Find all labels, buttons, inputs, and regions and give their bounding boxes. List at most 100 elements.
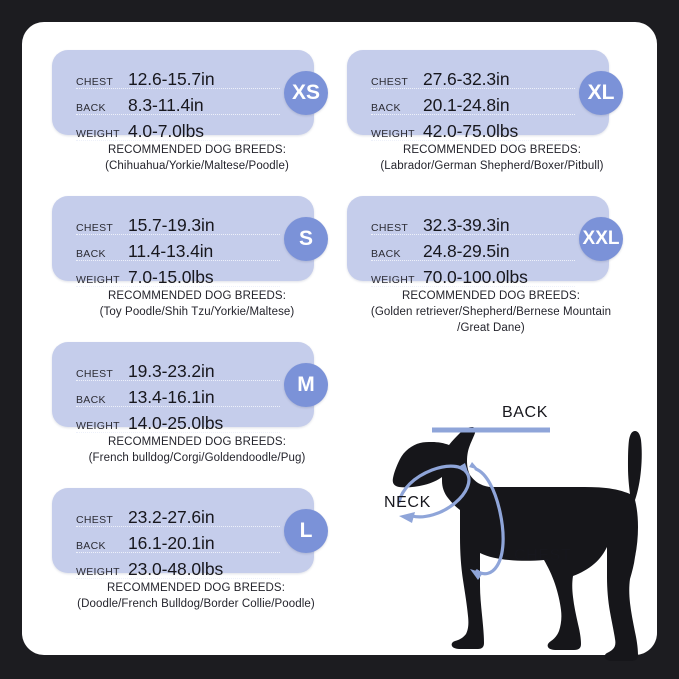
measure-row-back: BACK 11.4-13.4in bbox=[76, 236, 280, 262]
measure-row-chest: CHEST 15.7-19.3in bbox=[76, 210, 280, 236]
breeds-heading: RECOMMENDED DOG BREEDS: bbox=[107, 436, 286, 448]
row-label-chest: CHEST bbox=[76, 368, 114, 380]
size-card-l: CHEST 23.2-27.6in BACK 16.1-20.1in WEIGH… bbox=[52, 488, 342, 610]
size-card-body: CHEST 32.3-39.3in BACK 24.8-29.5in WEIGH… bbox=[347, 196, 623, 287]
row-label-back: BACK bbox=[76, 248, 106, 260]
leader-line bbox=[76, 578, 280, 579]
size-card-xl: CHEST 27.6-32.3in BACK 20.1-24.8in WEIGH… bbox=[347, 50, 637, 172]
measure-row-back: BACK 13.4-16.1in bbox=[76, 382, 280, 408]
breeds-list: (Doodle/French Bulldog/Border Collie/Poo… bbox=[77, 598, 315, 610]
leader-line bbox=[371, 286, 575, 287]
breeds-heading: RECOMMENDED DOG BREEDS: bbox=[402, 144, 581, 156]
dog-diagram-svg bbox=[392, 427, 642, 661]
row-value-weight: 70.0-100.0lbs bbox=[423, 267, 528, 287]
leader-line bbox=[371, 140, 575, 141]
row-value-chest: 32.3-39.3in bbox=[423, 215, 510, 235]
size-card-s: CHEST 15.7-19.3in BACK 11.4-13.4in WEIGH… bbox=[52, 196, 342, 318]
measure-rows: CHEST 15.7-19.3in BACK 11.4-13.4in WEIGH… bbox=[76, 210, 280, 288]
row-value-chest: 23.2-27.6in bbox=[128, 507, 215, 527]
size-card-body: CHEST 27.6-32.3in BACK 20.1-24.8in WEIGH… bbox=[347, 50, 623, 141]
row-value-back: 13.4-16.1in bbox=[128, 387, 215, 407]
measure-row-weight: WEIGHT 4.0-7.0lbs bbox=[76, 116, 280, 142]
measure-row-weight: WEIGHT 14.0-25.0lbs bbox=[76, 408, 280, 434]
breeds-caption-m: RECOMMENDED DOG BREEDS: (French bulldog/… bbox=[44, 434, 350, 466]
neck-loop-arrowhead-top bbox=[460, 463, 468, 472]
leader-line bbox=[76, 526, 280, 527]
leader-line bbox=[76, 406, 280, 407]
leader-line bbox=[76, 114, 280, 115]
row-value-weight: 42.0-75.0lbs bbox=[423, 121, 519, 141]
leader-line bbox=[76, 552, 280, 553]
row-value-weight: 14.0-25.0lbs bbox=[128, 413, 224, 433]
row-value-chest: 15.7-19.3in bbox=[128, 215, 215, 235]
row-value-weight: 23.0-48.0lbs bbox=[128, 559, 224, 579]
leader-line bbox=[76, 432, 280, 433]
row-value-chest: 12.6-15.7in bbox=[128, 69, 215, 89]
size-badge-xl: XL bbox=[579, 71, 623, 115]
measure-row-chest: CHEST 12.6-15.7in bbox=[76, 64, 280, 90]
measure-row-chest: CHEST 19.3-23.2in bbox=[76, 356, 280, 382]
measure-row-chest: CHEST 32.3-39.3in bbox=[371, 210, 575, 236]
breeds-caption-xl: RECOMMENDED DOG BREEDS: (Labrador/German… bbox=[337, 142, 647, 174]
leader-line bbox=[76, 234, 280, 235]
breeds-list: (French bulldog/Corgi/Goldendoodle/Pug) bbox=[88, 452, 306, 464]
row-value-back: 16.1-20.1in bbox=[128, 533, 215, 553]
breeds-list: (Chihuahua/Yorkie/Maltese/Poodle) bbox=[105, 160, 289, 172]
leader-line bbox=[76, 88, 280, 89]
row-label-weight: WEIGHT bbox=[371, 274, 415, 286]
size-card-body: CHEST 12.6-15.7in BACK 8.3-11.4in WEIGHT… bbox=[52, 50, 328, 141]
row-label-chest: CHEST bbox=[76, 222, 114, 234]
chest-loop-arrowhead bbox=[470, 569, 483, 580]
row-label-weight: WEIGHT bbox=[76, 274, 120, 286]
breeds-caption-l: RECOMMENDED DOG BREEDS: (Doodle/French B… bbox=[36, 580, 356, 612]
chest-loop-arrowhead-top bbox=[469, 462, 479, 470]
measure-row-chest: CHEST 23.2-27.6in bbox=[76, 502, 280, 528]
row-value-back: 24.8-29.5in bbox=[423, 241, 510, 261]
leader-line bbox=[371, 234, 575, 235]
size-card-body: CHEST 15.7-19.3in BACK 11.4-13.4in WEIGH… bbox=[52, 196, 328, 287]
dog-measurement-diagram: BACK NECK CHEST bbox=[362, 377, 667, 662]
back-measure-label: BACK bbox=[502, 404, 548, 421]
size-badge-xs: XS bbox=[284, 71, 328, 115]
measure-row-back: BACK 24.8-29.5in bbox=[371, 236, 575, 262]
row-label-weight: WEIGHT bbox=[371, 128, 415, 140]
leader-line bbox=[371, 114, 575, 115]
row-value-back: 11.4-13.4in bbox=[128, 241, 214, 261]
size-card-body: CHEST 23.2-27.6in BACK 16.1-20.1in WEIGH… bbox=[52, 488, 328, 579]
row-value-back: 8.3-11.4in bbox=[128, 95, 204, 115]
row-label-chest: CHEST bbox=[371, 222, 409, 234]
leader-line bbox=[371, 88, 575, 89]
dog-silhouette bbox=[392, 427, 642, 661]
size-card-xxl: CHEST 32.3-39.3in BACK 24.8-29.5in WEIGH… bbox=[347, 196, 637, 334]
breeds-heading: RECOMMENDED DOG BREEDS: bbox=[401, 290, 580, 302]
row-label-chest: CHEST bbox=[76, 76, 114, 88]
leader-line bbox=[371, 260, 575, 261]
breeds-caption-xxl: RECOMMENDED DOG BREEDS: (Golden retrieve… bbox=[331, 288, 651, 336]
measure-rows: CHEST 19.3-23.2in BACK 13.4-16.1in WEIGH… bbox=[76, 356, 280, 434]
row-value-chest: 27.6-32.3in bbox=[423, 69, 510, 89]
measure-rows: CHEST 23.2-27.6in BACK 16.1-20.1in WEIGH… bbox=[76, 502, 280, 580]
breeds-heading: RECOMMENDED DOG BREEDS: bbox=[107, 144, 286, 156]
leader-line bbox=[76, 286, 280, 287]
row-label-chest: CHEST bbox=[76, 514, 114, 526]
breeds-list: (Toy Poodle/Shih Tzu/Yorkie/Maltese) bbox=[99, 306, 295, 318]
breeds-list-line1: (Golden retriever/Shepherd/Bernese Mount… bbox=[370, 306, 612, 318]
breeds-heading: RECOMMENDED DOG BREEDS: bbox=[106, 582, 285, 594]
leader-line bbox=[76, 380, 280, 381]
measure-row-back: BACK 8.3-11.4in bbox=[76, 90, 280, 116]
measure-rows: CHEST 27.6-32.3in BACK 20.1-24.8in WEIGH… bbox=[371, 64, 575, 142]
row-value-weight: 4.0-7.0lbs bbox=[128, 121, 204, 141]
size-card-body: CHEST 19.3-23.2in BACK 13.4-16.1in WEIGH… bbox=[52, 342, 328, 433]
measure-row-back: BACK 16.1-20.1in bbox=[76, 528, 280, 554]
content-panel: CHEST 12.6-15.7in BACK 8.3-11.4in WEIGHT… bbox=[22, 22, 657, 661]
leader-line bbox=[76, 140, 280, 141]
measure-rows: CHEST 32.3-39.3in BACK 24.8-29.5in WEIGH… bbox=[371, 210, 575, 288]
row-label-weight: WEIGHT bbox=[76, 566, 120, 578]
chest-measure-loop bbox=[474, 467, 505, 576]
measure-row-weight: WEIGHT 7.0-15.0lbs bbox=[76, 262, 280, 288]
row-value-weight: 7.0-15.0lbs bbox=[128, 267, 214, 287]
chest-measure-label: CHEST bbox=[514, 547, 572, 564]
neck-measure-loop bbox=[397, 464, 471, 519]
size-card-xs: CHEST 12.6-15.7in BACK 8.3-11.4in WEIGHT… bbox=[52, 50, 342, 172]
